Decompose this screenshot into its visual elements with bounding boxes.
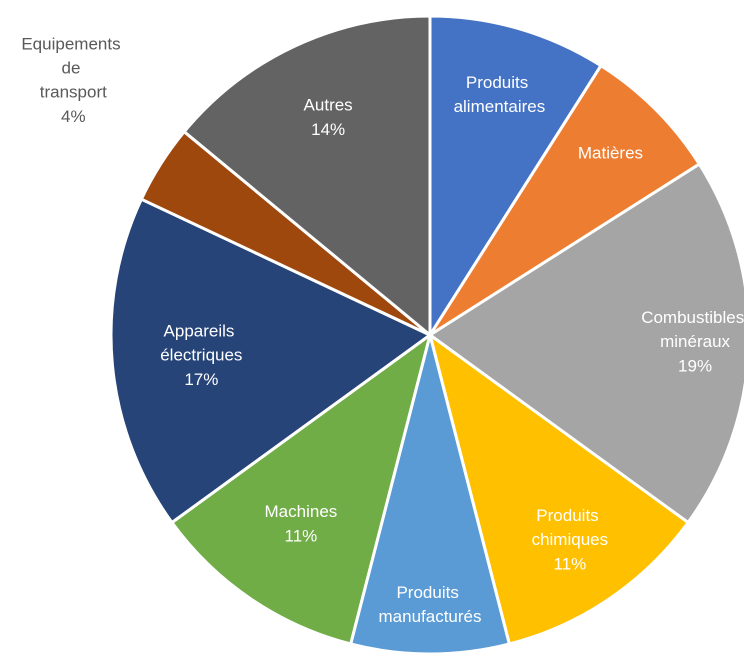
category-label: Appareils électriques xyxy=(160,322,242,365)
pie-slice xyxy=(427,331,691,646)
category-label: Matières xyxy=(578,144,643,163)
category-label: Produits alimentaires xyxy=(454,74,546,117)
data-label: 4% xyxy=(61,107,86,126)
data-label: 11% xyxy=(285,526,318,545)
category-label: Machines xyxy=(265,502,338,521)
data-label: 14% xyxy=(311,120,345,139)
pie-slice xyxy=(427,162,744,525)
pie-slice xyxy=(348,334,512,655)
data-label: 17% xyxy=(184,370,218,389)
category-label: Combustibles minéraux xyxy=(641,309,744,352)
pie-slice xyxy=(428,63,702,337)
category-label: Autres xyxy=(304,96,353,115)
pie-slice xyxy=(428,14,603,341)
pie-slice xyxy=(169,331,433,646)
pie-slice xyxy=(109,197,433,525)
data-label: 19% xyxy=(678,357,712,376)
category-label: Produits chimiques xyxy=(532,506,609,549)
category-label: Produits manufacturés xyxy=(379,584,482,627)
pie-slice xyxy=(182,14,432,339)
data-label: 11% xyxy=(553,554,586,573)
category-label: Equipements de transport xyxy=(21,35,125,102)
